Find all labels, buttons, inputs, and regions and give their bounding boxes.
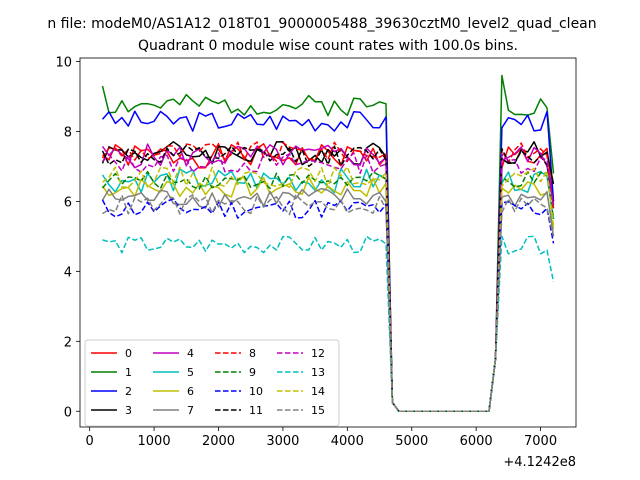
legend-box (84, 339, 340, 427)
y-tick-label: 8 (64, 125, 72, 140)
x-tick-label: 0 (86, 434, 94, 449)
series-line-14 (102, 166, 555, 413)
x-tick-label: 5000 (395, 434, 428, 449)
legend-label-6: 6 (187, 385, 194, 398)
chart-title: Quadrant 0 module wise count rates with … (138, 38, 518, 54)
x-offset-label: +4.1242e8 (503, 455, 576, 470)
x-tick-label: 6000 (460, 434, 493, 449)
legend-label-7: 7 (187, 404, 194, 417)
x-tick-label: 1000 (138, 434, 171, 449)
legend-label-14: 14 (311, 385, 325, 398)
series-line-12 (101, 152, 555, 413)
x-tick-label: 7000 (524, 434, 557, 449)
legend-label-15: 15 (311, 404, 325, 417)
legend-label-1: 1 (125, 366, 132, 379)
legend-label-4: 4 (187, 347, 194, 360)
legend-label-12: 12 (311, 347, 325, 360)
x-tick-label: 3000 (266, 434, 299, 449)
legend-label-8: 8 (249, 347, 256, 360)
x-axis: 0 1000 2000 3000 4000 5000 6000 7000 (86, 427, 557, 449)
legend-label-11: 11 (249, 404, 263, 417)
x-tick-label: 4000 (331, 434, 364, 449)
legend-label-9: 9 (249, 366, 256, 379)
legend-label-13: 13 (311, 366, 325, 379)
y-tick-label: 10 (55, 55, 72, 70)
series-line-11 (101, 144, 555, 413)
axes-frame (79, 57, 577, 428)
y-tick-label: 0 (64, 405, 72, 420)
plot-lines (101, 74, 555, 413)
series-line-9 (101, 170, 555, 413)
y-tick-label: 6 (64, 195, 72, 210)
legend-label-5: 5 (187, 366, 194, 379)
y-tick-label: 2 (64, 335, 72, 350)
legend-label-10: 10 (249, 385, 263, 398)
y-tick-label: 4 (64, 265, 72, 280)
legend-label-0: 0 (125, 347, 132, 360)
figure-suptitle: n file: modeM0/AS1A12_018T01_9000005488_… (47, 16, 596, 32)
x-tick-label: 2000 (202, 434, 235, 449)
y-axis: 0 2 4 6 8 10 (55, 55, 80, 420)
legend-label-2: 2 (125, 385, 132, 398)
series-line-13 (102, 235, 555, 413)
legend-label-3: 3 (125, 404, 132, 417)
